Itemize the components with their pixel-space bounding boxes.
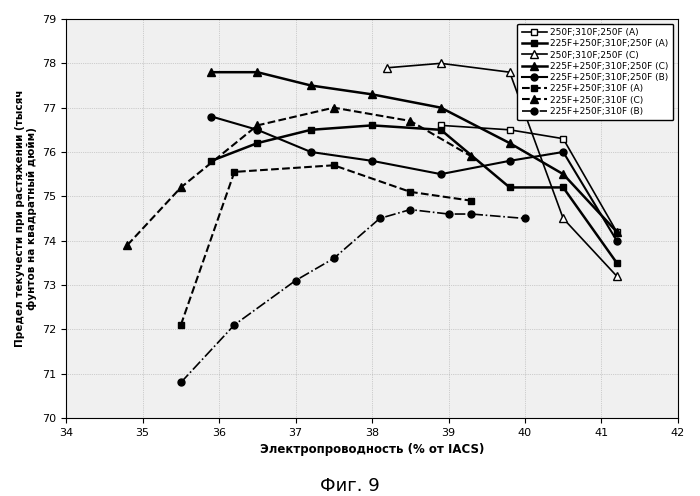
250F;310F;250F (C) [505,69,514,75]
225F+250F;310F;250F (B) [368,158,376,164]
225F+250F;310F;250F (A) [505,185,514,190]
225F+250F;310F;250F (C) [559,171,568,177]
250F;310F;250F (C) [383,65,391,71]
225F+250F;310F (B) [230,322,239,328]
225F+250F;310F;250F (C) [307,82,315,88]
225F+250F;310F (B) [176,379,185,385]
225F+250F;310F;250F (A) [253,140,262,146]
225F+250F;310F (C) [406,118,414,124]
225F+250F;310F;250F (A) [307,127,315,133]
225F+250F;310F;250F (A) [207,158,216,164]
225F+250F;310F;250F (B) [307,149,315,155]
225F+250F;310F (B) [406,207,414,213]
Text: Фиг. 9: Фиг. 9 [320,477,380,495]
Legend: 250F;310F;250F (A), 225F+250F;310F;250F (A), 250F;310F;250F (C), 225F+250F;310F;: 250F;310F;250F (A), 225F+250F;310F;250F … [517,23,673,121]
225F+250F;310F;250F (B) [253,127,262,133]
250F;310F;250F (A) [612,229,621,235]
225F+250F;310F (A) [406,189,414,195]
Line: 250F;310F;250F (A): 250F;310F;250F (A) [438,122,620,235]
250F;310F;250F (A) [437,123,445,128]
225F+250F;310F (C) [467,153,475,159]
Y-axis label: Предел текучести при растяжении (тысяч
фунтов на квадратный дюйм): Предел текучести при растяжении (тысяч ф… [15,90,36,347]
225F+250F;310F (C) [123,242,132,248]
225F+250F;310F;250F (B) [207,114,216,120]
225F+250F;310F (B) [467,211,475,217]
225F+250F;310F (B) [375,215,384,221]
Line: 225F+250F;310F (C): 225F+250F;310F (C) [123,104,475,249]
225F+250F;310F (A) [176,322,185,328]
Line: 225F+250F;310F (B): 225F+250F;310F (B) [177,206,528,386]
225F+250F;310F;250F (A) [437,127,445,133]
X-axis label: Электропроводность (% от IACS): Электропроводность (% от IACS) [260,443,484,456]
225F+250F;310F;250F (A) [612,260,621,266]
Line: 225F+250F;310F (A): 225F+250F;310F (A) [177,162,475,328]
250F;310F;250F (A) [559,136,568,142]
225F+250F;310F;250F (B) [559,149,568,155]
225F+250F;310F (C) [176,185,185,190]
250F;310F;250F (C) [437,61,445,66]
225F+250F;310F (B) [444,211,453,217]
225F+250F;310F;250F (C) [612,229,621,235]
Line: 250F;310F;250F (C): 250F;310F;250F (C) [383,59,621,280]
225F+250F;310F;250F (A) [559,185,568,190]
225F+250F;310F;250F (C) [368,91,376,97]
225F+250F;310F (C) [330,105,338,111]
225F+250F;310F (B) [291,278,300,284]
225F+250F;310F;250F (A) [368,123,376,128]
Line: 225F+250F;310F;250F (A): 225F+250F;310F;250F (A) [208,122,620,266]
225F+250F;310F;250F (B) [437,171,445,177]
225F+250F;310F;250F (C) [505,140,514,146]
225F+250F;310F (B) [330,255,338,261]
225F+250F;310F (B) [521,215,529,221]
225F+250F;310F (A) [230,169,239,175]
225F+250F;310F;250F (B) [505,158,514,164]
225F+250F;310F (A) [467,198,475,204]
225F+250F;310F;250F (C) [253,69,262,75]
250F;310F;250F (C) [559,215,568,221]
225F+250F;310F;250F (C) [207,69,216,75]
225F+250F;310F;250F (C) [437,105,445,111]
225F+250F;310F;250F (B) [612,238,621,244]
250F;310F;250F (A) [505,127,514,133]
250F;310F;250F (C) [612,273,621,279]
Line: 225F+250F;310F;250F (C): 225F+250F;310F;250F (C) [207,68,621,236]
Line: 225F+250F;310F;250F (B): 225F+250F;310F;250F (B) [208,113,620,244]
225F+250F;310F (A) [330,162,338,168]
225F+250F;310F (C) [253,123,262,128]
